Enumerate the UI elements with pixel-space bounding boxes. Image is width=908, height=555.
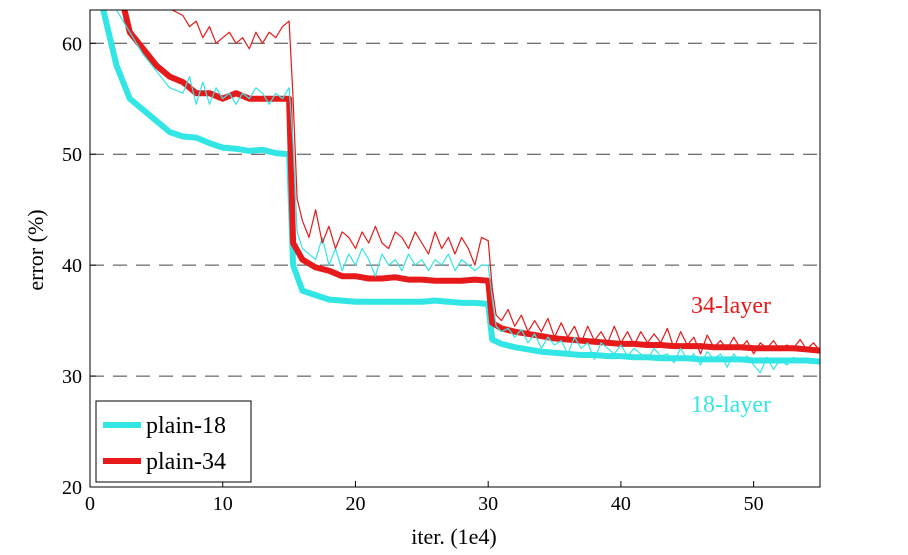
y-tick-label-20: 20 (62, 477, 82, 499)
y-tick-label-30: 30 (62, 366, 82, 388)
plot-series (100, 10, 820, 374)
series-plain-18-training (115, 10, 820, 374)
axis-ticks: 0 10 20 30 40 50 20 30 40 50 60 (62, 33, 764, 515)
plot-frame (89, 9, 821, 488)
x-tick-label-40: 40 (611, 493, 631, 515)
y-tick-label-40: 40 (62, 255, 82, 277)
y-tick-label-60: 60 (62, 33, 82, 55)
legend: plain-18 plain-34 (95, 400, 252, 483)
x-axis-label: iter. (1e4) (411, 524, 497, 549)
legend-label-plain-18: plain-18 (146, 413, 226, 439)
series-plain-34-validation (121, 10, 820, 354)
grid-lines (90, 42, 820, 377)
annotation-18-layer: 18-layer (691, 392, 771, 418)
x-tick-label-0: 0 (85, 493, 95, 515)
y-axis-label: error (%) (23, 209, 48, 290)
x-tick-label-20: 20 (345, 493, 365, 515)
y-tick-label-50: 50 (62, 144, 82, 166)
legend-label-plain-34: plain-34 (146, 449, 226, 475)
x-tick-label-30: 30 (478, 493, 498, 515)
series-plain-18-validation (100, 10, 820, 365)
legend-box (95, 400, 252, 483)
x-tick-label-10: 10 (213, 493, 233, 515)
x-tick-label-50: 50 (744, 493, 764, 515)
annotation-34-layer: 34-layer (691, 293, 771, 319)
series-plain-34-training (171, 10, 820, 355)
